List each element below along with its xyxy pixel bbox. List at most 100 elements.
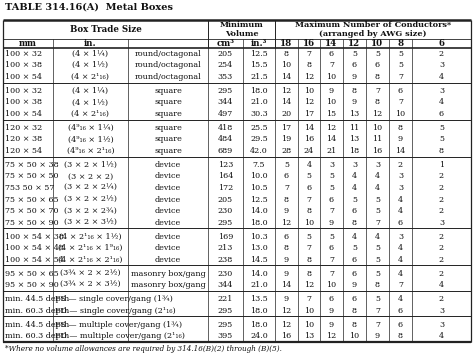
Text: 9: 9 [284,295,289,303]
Text: cm³: cm³ [217,39,235,48]
Text: 484: 484 [218,135,233,143]
Text: 16: 16 [303,39,315,48]
Text: 10: 10 [372,39,383,48]
Text: 221: 221 [218,295,233,303]
Text: 2: 2 [439,244,444,252]
Text: 7: 7 [284,184,289,192]
Text: 5: 5 [375,196,380,204]
Text: 14: 14 [304,124,314,132]
Text: 2: 2 [439,207,444,215]
Text: 10: 10 [304,87,314,95]
Text: square: square [154,98,182,106]
Text: device: device [155,196,181,204]
Text: 689: 689 [218,147,233,155]
Text: device: device [155,244,181,252]
Text: 3: 3 [439,219,444,227]
Text: 14: 14 [282,281,292,289]
Text: 254: 254 [218,61,233,69]
Text: 8: 8 [284,244,289,252]
Text: 6: 6 [375,61,380,69]
Text: 12: 12 [327,332,337,340]
Text: 6: 6 [329,50,334,58]
Text: 5: 5 [375,270,380,278]
Text: 17: 17 [282,124,292,132]
Text: 4: 4 [439,332,444,340]
Text: 418: 418 [218,124,233,132]
Text: 8: 8 [398,124,403,132]
Text: 19: 19 [282,135,292,143]
Text: 5: 5 [307,172,311,181]
Text: (3¾ × 2 × 3½): (3¾ × 2 × 3½) [60,281,121,289]
Text: 4: 4 [306,161,311,169]
Text: 7: 7 [307,295,311,303]
Text: 344: 344 [218,281,233,289]
Text: 10: 10 [373,124,383,132]
Text: 2: 2 [398,161,403,169]
Text: 5: 5 [375,295,380,303]
Text: 21.0: 21.0 [250,98,268,106]
Text: 6: 6 [352,256,357,264]
Text: *Where no volume allowances are required by 314.16(B)(2) through (B)(5).: *Where no volume allowances are required… [5,345,282,353]
Text: device: device [155,172,181,181]
Text: 5: 5 [352,196,357,204]
Text: 5: 5 [352,50,357,58]
Text: 4: 4 [352,233,357,241]
Text: in.³: in.³ [251,39,267,48]
Text: 10: 10 [327,281,337,289]
Text: 238: 238 [218,256,233,264]
Text: 21.5: 21.5 [250,73,268,81]
Text: (3 × 2 × 2): (3 × 2 × 2) [68,172,113,181]
Text: 3: 3 [398,184,403,192]
Text: 10: 10 [349,332,360,340]
Text: 7: 7 [329,61,334,69]
Text: 1: 1 [439,161,444,169]
Text: device: device [155,184,181,192]
Text: 25.5: 25.5 [250,124,268,132]
Text: 8: 8 [307,207,311,215]
Text: 6: 6 [284,233,289,241]
Text: (4 × 1¼): (4 × 1¼) [73,50,109,58]
Text: 12: 12 [304,98,314,106]
Text: 169: 169 [218,233,233,241]
Text: 753 50 × 57: 753 50 × 57 [5,184,55,192]
Text: 120 × 32: 120 × 32 [5,124,42,132]
Text: 5: 5 [329,233,334,241]
Text: 7: 7 [398,98,403,106]
Text: 295: 295 [218,219,233,227]
Text: 295: 295 [218,307,233,315]
Text: square: square [154,135,182,143]
Text: min. 60.3 depth: min. 60.3 depth [5,332,69,340]
Text: 5: 5 [375,256,380,264]
Text: 12: 12 [282,321,292,329]
Text: 5: 5 [329,172,334,181]
Text: 100 × 54 × 38: 100 × 54 × 38 [5,233,64,241]
Text: 2: 2 [439,233,444,241]
Text: (3 × 2 × 3½): (3 × 2 × 3½) [64,219,117,227]
Text: 18.0: 18.0 [250,321,268,329]
Text: 28: 28 [282,147,292,155]
Text: 3: 3 [375,161,380,169]
Text: 14: 14 [282,73,292,81]
Text: 13: 13 [304,332,314,340]
Text: 8: 8 [284,196,289,204]
Text: 5: 5 [375,50,380,58]
Text: 4: 4 [352,172,357,181]
Text: 14.0: 14.0 [250,207,268,215]
Text: Maximum Number of Conductors*
(arranged by AWG size): Maximum Number of Conductors* (arranged … [295,21,451,38]
Text: 4: 4 [375,172,380,181]
Text: 497: 497 [218,110,233,118]
Text: 6: 6 [352,295,357,303]
Text: 10: 10 [282,61,292,69]
Text: 395: 395 [218,332,233,340]
Text: 6: 6 [329,244,334,252]
Text: 6: 6 [398,307,403,315]
Text: 2: 2 [439,184,444,192]
Text: 8: 8 [307,270,311,278]
Text: 20: 20 [282,110,292,118]
Text: 3: 3 [352,161,357,169]
Text: 7: 7 [375,307,380,315]
Text: 95 × 50 × 65: 95 × 50 × 65 [5,270,59,278]
Text: 344: 344 [218,98,233,106]
Text: 9: 9 [352,98,357,106]
Text: 8: 8 [375,281,380,289]
